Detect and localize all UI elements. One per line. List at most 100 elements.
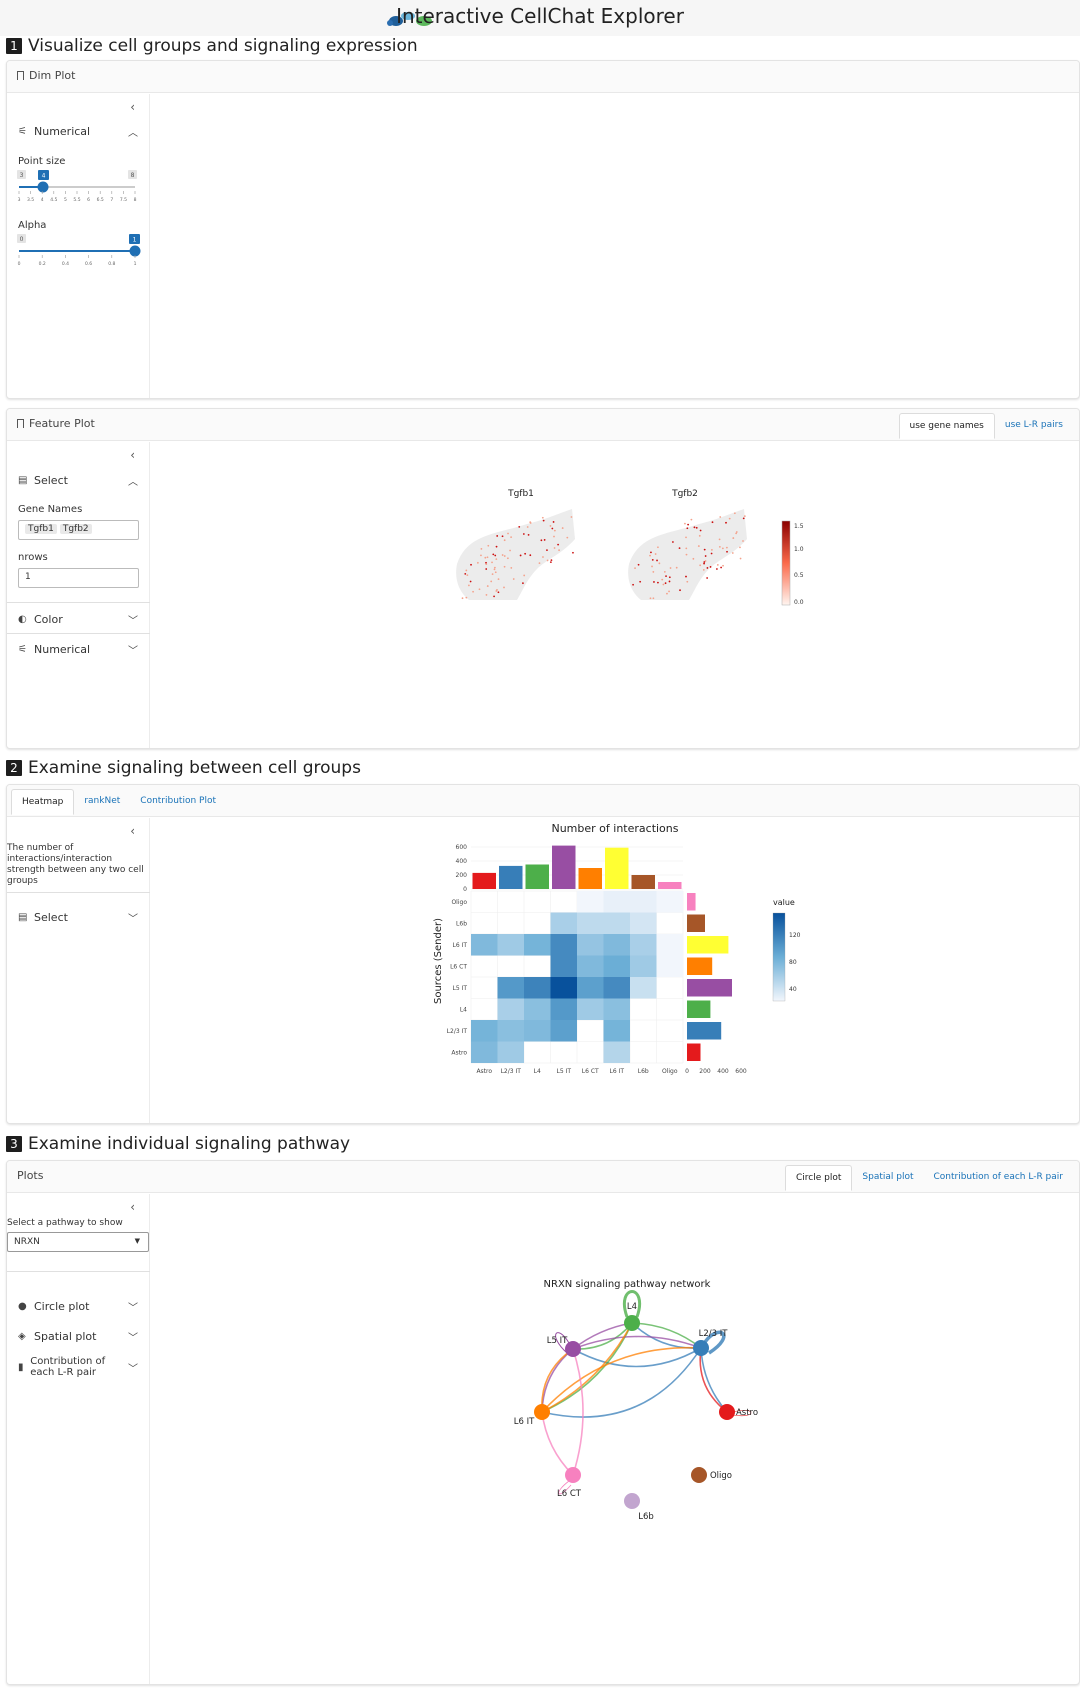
chart-title: Number of interactions (551, 822, 678, 835)
tab-contribution-plot[interactable]: Contribution Plot (140, 796, 216, 806)
heatmap-cell (656, 955, 683, 977)
pathway-dropdown[interactable]: NRXN ▼ (7, 1232, 149, 1252)
accordion-numerical[interactable]: ⚟ Numerical ﹀ (7, 640, 150, 658)
expression-dot (506, 557, 509, 560)
expression-dot (652, 597, 655, 600)
expression-dot (553, 547, 556, 549)
expression-dot (549, 525, 552, 527)
tab-ranknet[interactable]: rankNet (84, 796, 121, 806)
expression-dot (678, 547, 681, 550)
expression-dot (687, 523, 690, 526)
sidebar: ‹ ▤ Select ︿ Gene Names Tgfb1 Tgfb2 nrows… (7, 442, 150, 748)
heatmap-cell (577, 998, 604, 1020)
expression-dot (553, 529, 556, 532)
expression-dot (649, 554, 651, 557)
top-bar (472, 872, 496, 889)
network-node (534, 1404, 550, 1420)
expression-dot (668, 580, 671, 583)
tissue-shape-tgfb1 (456, 509, 575, 600)
gene-chip[interactable]: Tgfb2 (59, 524, 92, 534)
expression-dot (662, 583, 665, 586)
accordion-color[interactable]: ◐ Color ﹀ (7, 610, 150, 628)
nrxn-network-plot: NRXN signaling pathway network L4 L2/3 IT… (514, 1279, 758, 1522)
side-bar (687, 1043, 701, 1061)
expression-dot (487, 544, 490, 547)
side-bar-tick: 0 (685, 1068, 689, 1075)
expression-dot (466, 574, 469, 577)
slider-tick-label: 3 (18, 197, 21, 203)
chevron-left-icon[interactable]: ‹ (130, 824, 135, 838)
slider-tick-label: 4.5 (50, 197, 57, 203)
legend-colorbar (772, 912, 786, 1002)
heatmap-cell (603, 891, 630, 913)
accordion-circle-plot[interactable]: ● Circle plot ﹀ (7, 1297, 150, 1315)
alpha-slider[interactable]: 0 1 0 0.2 0.4 0.6 0.8 1 (17, 234, 145, 274)
expression-dot (485, 563, 488, 566)
tab-spatial-plot[interactable]: Spatial plot (862, 1172, 914, 1182)
network-node-label: L6b (638, 1512, 654, 1522)
expression-dot (732, 537, 735, 539)
expression-dot (491, 573, 494, 575)
expression-dot (665, 575, 667, 578)
accordion-label: Numerical (34, 124, 91, 138)
accordion-numerical[interactable]: ⚟ Numerical ︿ (7, 122, 150, 140)
network-node (624, 1315, 640, 1331)
network-node-label: Astro (736, 1408, 758, 1418)
expression-dot (716, 564, 719, 566)
chevron-left-icon[interactable]: ‹ (130, 448, 135, 462)
chevron-left-icon[interactable]: ‹ (130, 100, 135, 114)
heatmap-cell (497, 977, 524, 999)
network-self-loop (703, 1330, 726, 1355)
tab-circle-plot[interactable]: Circle plot (785, 1165, 853, 1191)
expression-dot (718, 545, 721, 548)
expression-dot (685, 536, 687, 539)
expression-dot (467, 584, 470, 587)
card-header: Plots (7, 1161, 1079, 1193)
accordion-contribution[interactable]: ▮ Contribution of each L-R pair ﹀ (7, 1354, 150, 1380)
expression-dot (710, 549, 713, 551)
expression-dot (695, 526, 698, 529)
accordion-spatial-plot[interactable]: ◈ Spatial plot ﹀ (7, 1327, 150, 1345)
expression-dot (658, 562, 661, 565)
expression-dot (685, 553, 688, 556)
point-size-slider[interactable]: 3 8 4 3 3.5 4 4.5 5 5.5 6 6.5 7 7.5 8 (17, 170, 145, 210)
chevron-left-icon[interactable]: ‹ (130, 1200, 135, 1214)
network-node-label: L6 IT (514, 1417, 535, 1427)
legend-tick: 40 (789, 986, 797, 993)
nrows-input[interactable]: 1 (18, 568, 139, 588)
gene-chip[interactable]: Tgfb1 (25, 524, 57, 534)
expression-dot (690, 518, 693, 521)
expression-dot (527, 533, 530, 536)
top-bar (578, 868, 602, 889)
network-edge (541, 1322, 633, 1413)
select-icon: ▤ (18, 474, 28, 486)
gene-names-input[interactable]: Tgfb1 Tgfb2 (18, 520, 139, 540)
accordion-label: Circle plot (34, 1299, 90, 1313)
expression-dot (742, 517, 745, 520)
divider (7, 1271, 150, 1272)
col-label: L6 CT (582, 1068, 599, 1075)
expression-dot (702, 568, 705, 571)
tab-heatmap[interactable]: Heatmap (11, 789, 75, 815)
network-edge (541, 1347, 702, 1418)
expression-dot (735, 532, 738, 535)
top-bar-tick: 400 (456, 858, 468, 865)
tab-contribution-lr-pair[interactable]: Contribution of each L-R pair (933, 1172, 1064, 1182)
accordion-select[interactable]: ▤ Select ︿ (7, 471, 150, 489)
tab-use-gene-names[interactable]: use gene names (898, 413, 995, 439)
expression-dot (495, 545, 498, 548)
section-number: 1 (6, 38, 22, 54)
network-node-label: Oligo (710, 1471, 732, 1481)
expression-dot (669, 567, 672, 569)
heatmap-cell (603, 1020, 630, 1042)
expression-dot (652, 571, 655, 573)
tab-use-lr-pairs[interactable]: use L-R pairs (1004, 420, 1063, 430)
col-label: Astro (476, 1068, 492, 1075)
section-number: 2 (6, 760, 22, 776)
pathway-card: Plots Circle plot Spatial plot Contribut… (6, 1160, 1080, 1685)
card-title: Feature Plot (29, 417, 95, 430)
expression-dot (686, 580, 689, 583)
row-label: L6 CT (450, 963, 467, 970)
bar-chart-icon: ▮ (18, 1361, 24, 1373)
accordion-select[interactable]: ▤ Select ﹀ (7, 908, 150, 926)
